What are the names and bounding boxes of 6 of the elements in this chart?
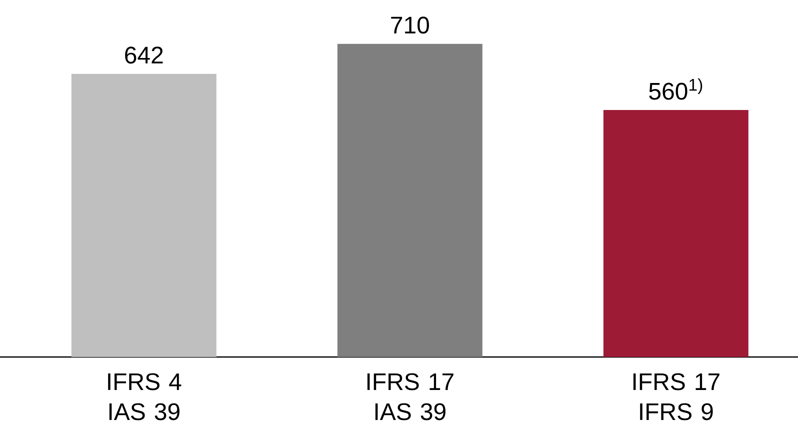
data-label: 642 — [125, 46, 163, 64]
x-tick-label: IFRS 4 IAS 39 — [108, 373, 182, 420]
x-tick-label: IFRS 17 IFRS 9 — [633, 373, 720, 420]
x-tick-label: IFRS 17 IAS 39 — [367, 373, 454, 420]
data-label: 710 — [391, 16, 429, 34]
data-label: 560$^{1)}$ — [649, 78, 702, 100]
